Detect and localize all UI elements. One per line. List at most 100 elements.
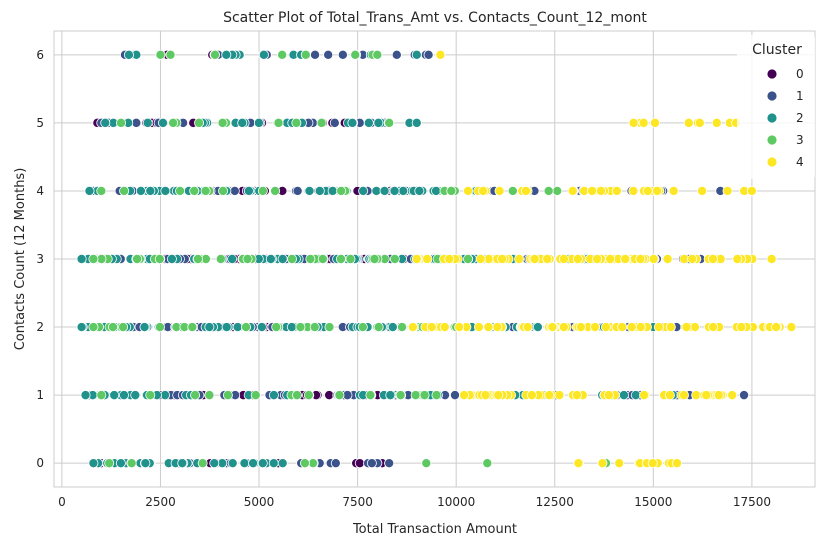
scatter-point-cluster-2 xyxy=(130,390,141,401)
scatter-point-cluster-4 xyxy=(771,322,782,333)
legend-label-1: 1 xyxy=(796,89,804,103)
scatter-point-cluster-2 xyxy=(277,253,288,264)
scatter-point-cluster-3 xyxy=(421,458,432,469)
scatter-point-cluster-4 xyxy=(459,390,470,401)
scatter-point-cluster-4 xyxy=(620,253,631,264)
legend: Cluster 0 1 2 3 4 xyxy=(737,35,815,179)
scatter-point-cluster-4 xyxy=(708,322,719,333)
scatter-point-cluster-4 xyxy=(435,49,446,60)
scatter-point-cluster-3 xyxy=(482,458,493,469)
scatter-point-cluster-4 xyxy=(520,185,531,196)
scatter-point-cluster-4 xyxy=(665,322,676,333)
scatter-point-cluster-4 xyxy=(600,322,611,333)
scatter-point-cluster-3 xyxy=(463,253,474,264)
scatter-point-cluster-1 xyxy=(330,458,341,469)
scatter-point-cluster-4 xyxy=(603,390,614,401)
scatter-point-cluster-4 xyxy=(642,185,653,196)
axes: 0 2500 5000 7500 10000 12500 15000 17500 0 1 2 3 4 5 6 xyxy=(36,30,816,509)
scatter-point-cluster-4 xyxy=(454,322,465,333)
scatter-point-cluster-2 xyxy=(411,117,422,128)
scatter-point-cluster-3 xyxy=(309,322,320,333)
scatter-point-cluster-3 xyxy=(397,322,408,333)
scatter-point-cluster-3 xyxy=(197,458,208,469)
scatter-point-cluster-4 xyxy=(722,185,733,196)
scatter-point-cluster-2 xyxy=(209,458,220,469)
scatter-point-cluster-2 xyxy=(532,322,543,333)
scatter-point-cluster-3 xyxy=(194,117,205,128)
scatter-point-cluster-4 xyxy=(691,390,702,401)
scatter-point-cluster-4 xyxy=(597,458,608,469)
scatter-point-cluster-2 xyxy=(347,117,358,128)
scatter-point-cluster-3 xyxy=(118,322,129,333)
y-tick-label: 2 xyxy=(36,320,44,334)
scatter-point-cluster-2 xyxy=(385,390,396,401)
scatter-point-cluster-4 xyxy=(567,185,578,196)
scatter-point-cluster-3 xyxy=(116,117,127,128)
legend-box xyxy=(737,35,815,179)
scatter-point-cluster-3 xyxy=(291,117,302,128)
scatter-point-cluster-4 xyxy=(694,117,705,128)
scatter-point-cluster-3 xyxy=(395,390,406,401)
scatter-point-cluster-4 xyxy=(522,322,533,333)
scatter-point-cluster-3 xyxy=(350,49,361,60)
scatter-point-cluster-4 xyxy=(614,458,625,469)
scatter-point-cluster-2 xyxy=(145,185,156,196)
scatter-point-cluster-3 xyxy=(175,185,186,196)
scatter-point-cluster-4 xyxy=(439,322,450,333)
scatter-point-cluster-4 xyxy=(611,185,622,196)
y-axis-label: Contacts Count (12 Months) xyxy=(13,168,28,351)
scatter-point-cluster-4 xyxy=(463,185,474,196)
scatter-point-cluster-3 xyxy=(155,49,166,60)
scatter-point-cluster-3 xyxy=(271,322,282,333)
scatter-point-cluster-3 xyxy=(446,185,457,196)
scatter-point-cluster-4 xyxy=(652,185,663,196)
scatter-point-cluster-4 xyxy=(605,253,616,264)
scatter-point-cluster-3 xyxy=(270,185,281,196)
scatter-point-cluster-4 xyxy=(664,390,675,401)
scatter-point-cluster-2 xyxy=(327,185,338,196)
legend-marker-4 xyxy=(766,156,778,168)
scatter-point-cluster-3 xyxy=(357,322,368,333)
scatter-point-cluster-3 xyxy=(273,117,284,128)
scatter-point-cluster-3 xyxy=(215,253,226,264)
scatter-point-cluster-4 xyxy=(786,322,797,333)
scatter-point-cluster-2 xyxy=(227,253,238,264)
scatter-point-cluster-4 xyxy=(648,253,659,264)
scatter-point-cluster-3 xyxy=(250,390,261,401)
scatter-point-cluster-2 xyxy=(268,390,279,401)
scatter-point-cluster-3 xyxy=(242,253,253,264)
scatter-point-cluster-4 xyxy=(473,322,484,333)
scatter-point-cluster-2 xyxy=(379,185,390,196)
scatter-point-cluster-3 xyxy=(303,390,314,401)
scatter-point-cluster-3 xyxy=(389,253,400,264)
scatter-point-cluster-4 xyxy=(542,253,553,264)
scatter-point-cluster-4 xyxy=(736,322,747,333)
data-points xyxy=(76,49,797,469)
scatter-point-cluster-1 xyxy=(423,49,434,60)
scatter-point-cluster-2 xyxy=(84,185,95,196)
scatter-point-cluster-4 xyxy=(497,253,508,264)
scatter-point-cluster-2 xyxy=(123,49,134,60)
scatter-point-cluster-3 xyxy=(119,185,130,196)
scatter-point-cluster-4 xyxy=(647,458,658,469)
scatter-point-cluster-4 xyxy=(426,322,437,333)
scatter-point-cluster-2 xyxy=(76,253,87,264)
scatter-point-cluster-3 xyxy=(299,458,310,469)
scatter-point-cluster-4 xyxy=(766,253,777,264)
scatter-point-cluster-4 xyxy=(587,185,598,196)
scatter-point-cluster-2 xyxy=(630,390,641,401)
y-tick-label: 0 xyxy=(36,456,44,470)
scatter-point-cluster-4 xyxy=(529,253,540,264)
x-tick-label: 7500 xyxy=(342,495,373,509)
scatter-point-cluster-4 xyxy=(475,253,486,264)
scatter-point-cluster-2 xyxy=(268,458,279,469)
scatter-point-cluster-3 xyxy=(295,322,306,333)
scatter-point-cluster-4 xyxy=(590,322,601,333)
scatter-point-cluster-4 xyxy=(617,322,628,333)
x-tick-label: 15000 xyxy=(634,495,672,509)
scatter-point-cluster-2 xyxy=(118,390,129,401)
scatter-point-cluster-3 xyxy=(241,322,252,333)
scatter-point-cluster-2 xyxy=(80,390,91,401)
